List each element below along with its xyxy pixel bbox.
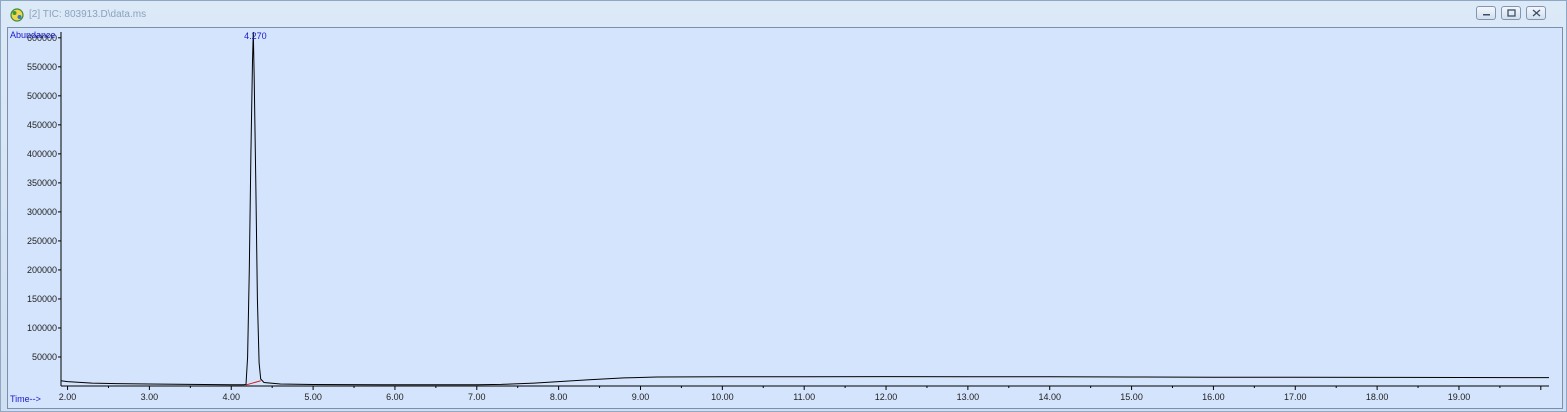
x-tick-label: 6.00 xyxy=(386,392,404,402)
app-icon xyxy=(10,8,24,22)
y-tick-label: 100000 xyxy=(27,323,57,333)
y-tick-label: 200000 xyxy=(27,265,57,275)
x-tick-label: 10.00 xyxy=(711,392,734,402)
minimize-button[interactable] xyxy=(1476,6,1496,20)
y-tick-label: 50000 xyxy=(32,352,57,362)
x-tick-label: 4.00 xyxy=(222,392,240,402)
minimize-icon xyxy=(1483,14,1490,16)
restore-button[interactable] xyxy=(1501,6,1521,20)
x-tick-label: 18.00 xyxy=(1366,392,1389,402)
x-tick-label: 8.00 xyxy=(550,392,568,402)
x-tick-label: 2.00 xyxy=(59,392,77,402)
x-tick-label: 9.00 xyxy=(632,392,650,402)
labels: 4.270 xyxy=(244,31,267,41)
axes xyxy=(60,32,1549,387)
y-tick-label: 450000 xyxy=(27,120,57,130)
x-tick-label: 15.00 xyxy=(1120,392,1143,402)
x-tick-label: 19.00 xyxy=(1448,392,1471,402)
chromatogram-chart: 50000 100000 150000 200000 250000 300000 35000… xyxy=(10,30,1550,404)
x-tick-label: 3.00 xyxy=(141,392,159,402)
x-tick-label: 7.00 xyxy=(468,392,486,402)
x-tick-label: 16.00 xyxy=(1202,392,1225,402)
y-tick-label: 400000 xyxy=(27,149,57,159)
x-tick-label: 5.00 xyxy=(304,392,322,402)
title-bar[interactable]: [2] TIC: 803913.D\data.ms xyxy=(1,1,1566,27)
y-tick-label: 250000 xyxy=(27,236,57,246)
tic-trace xyxy=(60,31,1550,386)
peak-baseline xyxy=(245,380,261,386)
x-tick-label: 14.00 xyxy=(1038,392,1061,402)
close-icon xyxy=(1532,9,1541,17)
peak-label: 4.270 xyxy=(244,31,267,41)
x-tick-label: 12.00 xyxy=(875,392,898,402)
x-tick-label: 11.00 xyxy=(793,392,815,402)
y-tick-label: 550000 xyxy=(27,62,57,72)
y-tick-label: 500000 xyxy=(27,91,57,101)
y-tick-label: 350000 xyxy=(27,178,57,188)
y-axis-title: Abundance xyxy=(10,30,56,40)
x-tick-label: 13.00 xyxy=(957,392,980,402)
y-tick-label: 600000 xyxy=(27,33,57,43)
series xyxy=(60,31,1550,386)
plot-area[interactable]: 50000 100000 150000 200000 250000 300000 35000… xyxy=(7,27,1563,409)
restore-icon xyxy=(1507,9,1516,17)
y-tick-label: 300000 xyxy=(27,207,57,217)
close-button[interactable] xyxy=(1526,6,1546,20)
window-title: [2] TIC: 803913.D\data.ms xyxy=(29,9,147,20)
x-axis-title: Time--> xyxy=(10,394,41,404)
y-tick-label: 150000 xyxy=(27,294,57,304)
ticks: 50000 100000 150000 200000 250000 300000 35000… xyxy=(27,33,1542,402)
x-tick-label: 17.00 xyxy=(1284,392,1307,402)
